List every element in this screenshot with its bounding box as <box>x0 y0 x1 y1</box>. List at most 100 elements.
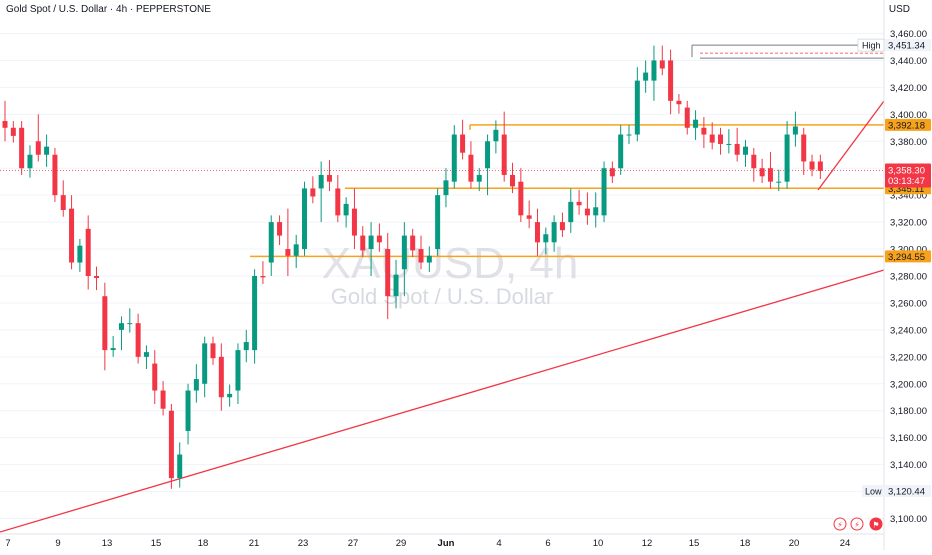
candle-body <box>268 222 274 263</box>
candle-body <box>526 215 532 219</box>
candle-body <box>759 168 765 177</box>
candle-body <box>10 127 16 136</box>
candle-body <box>227 393 233 398</box>
candle-body <box>143 352 149 357</box>
candle-body <box>110 348 116 351</box>
currency-label[interactable]: USD <box>888 4 910 15</box>
candle-body <box>185 390 191 431</box>
candle-body <box>626 134 632 136</box>
x-tick-label: 9 <box>55 538 60 549</box>
candle-body <box>27 154 33 169</box>
y-tick-label: 3,140.00 <box>890 460 927 471</box>
candle-body <box>734 143 740 155</box>
y-tick-label: 3,260.00 <box>890 298 927 309</box>
candle-body <box>285 249 291 256</box>
candle-body <box>776 181 782 183</box>
candle-body <box>118 323 124 330</box>
candle-body <box>351 208 357 236</box>
x-tick-label: 13 <box>102 538 113 549</box>
candle-body <box>193 379 199 391</box>
candle-body <box>543 234 549 243</box>
x-tick-label: 18 <box>740 538 751 549</box>
candle-body <box>326 174 332 182</box>
candle-body <box>77 245 83 263</box>
y-tick-label: 3,280.00 <box>890 272 927 283</box>
candle-body <box>243 342 249 351</box>
lightning-icon <box>833 517 847 531</box>
watermark-ticker: XAUUSD, 4h <box>322 239 579 288</box>
symbol-title[interactable]: Gold Spot / U.S. Dollar · 4h · PEPPERSTO… <box>6 4 211 15</box>
candle-body <box>376 235 382 243</box>
x-tick-label: 29 <box>396 538 407 549</box>
y-tick-label: 3,240.00 <box>890 325 927 336</box>
candle-body <box>518 181 524 216</box>
candle-body <box>584 208 590 216</box>
candle-body <box>451 134 457 182</box>
trendline-short <box>817 100 885 191</box>
candle-body <box>742 146 748 155</box>
candle-body <box>634 80 640 135</box>
x-tick-label: 27 <box>348 538 359 549</box>
y-tick-label: 3,320.00 <box>890 218 927 229</box>
candle-body <box>601 168 607 216</box>
candle-body <box>751 154 757 169</box>
candle-body <box>160 390 166 409</box>
candle-body <box>534 222 540 243</box>
level-label-bg <box>885 118 931 131</box>
x-tick-label: 21 <box>249 538 260 549</box>
candle-body <box>393 274 399 297</box>
candle-body <box>668 60 674 101</box>
earnings-icon <box>850 517 864 531</box>
candle-body <box>318 174 324 189</box>
y-tick-label: 3,100.00 <box>890 514 927 525</box>
low-value-label: 3,120.44 <box>888 486 925 497</box>
candle-body <box>260 276 266 278</box>
y-tick-label: 3,200.00 <box>890 379 927 390</box>
x-tick-label: 20 <box>789 538 800 549</box>
candle-body <box>135 323 141 357</box>
candle-body <box>368 235 374 250</box>
trendline-long <box>0 269 885 533</box>
candle-body <box>576 201 582 206</box>
low-value-bg <box>885 484 931 497</box>
x-tick-label: 4 <box>496 538 501 549</box>
candle-body <box>593 207 599 216</box>
candle-body <box>684 107 690 128</box>
y-tick-label: 3,420.00 <box>890 83 927 94</box>
x-tick-label: Jun <box>438 538 455 549</box>
flag-icon-glyph: ⚑ <box>872 521 879 530</box>
candle-body <box>385 249 391 297</box>
candle-body <box>218 356 224 398</box>
candle-body <box>302 188 308 250</box>
x-tick-label: 24 <box>840 538 851 549</box>
candle-body <box>127 323 133 325</box>
candle-body <box>418 249 424 263</box>
high-value-bg <box>885 39 931 52</box>
candle-body <box>19 127 25 169</box>
candle-body <box>568 201 574 223</box>
y-tick-label: 3,440.00 <box>890 56 927 67</box>
candle-body <box>177 454 183 479</box>
flag-icon <box>869 517 883 531</box>
candle-body <box>60 195 66 210</box>
candle-body <box>784 134 790 182</box>
price-axis-bg <box>884 0 932 550</box>
y-tick-label: 3,340.00 <box>890 191 927 202</box>
candle-body <box>709 134 715 143</box>
candle-body <box>618 134 624 169</box>
countdown-label: 03:13:47 <box>888 176 925 187</box>
candle-body <box>485 141 491 169</box>
candle-body <box>476 174 482 182</box>
candle-body <box>277 222 283 236</box>
x-tick-label: 15 <box>151 538 162 549</box>
level-label: 3,345.11 <box>888 184 924 195</box>
candle-body <box>817 161 823 171</box>
low-tag-label: Low <box>865 486 882 496</box>
x-tick-label: 7 <box>5 538 10 549</box>
candle-body <box>94 276 100 279</box>
x-tick-label: 18 <box>198 538 209 549</box>
watermark-name: Gold Spot / U.S. Dollar <box>331 284 554 309</box>
y-tick-label: 3,460.00 <box>890 29 927 40</box>
